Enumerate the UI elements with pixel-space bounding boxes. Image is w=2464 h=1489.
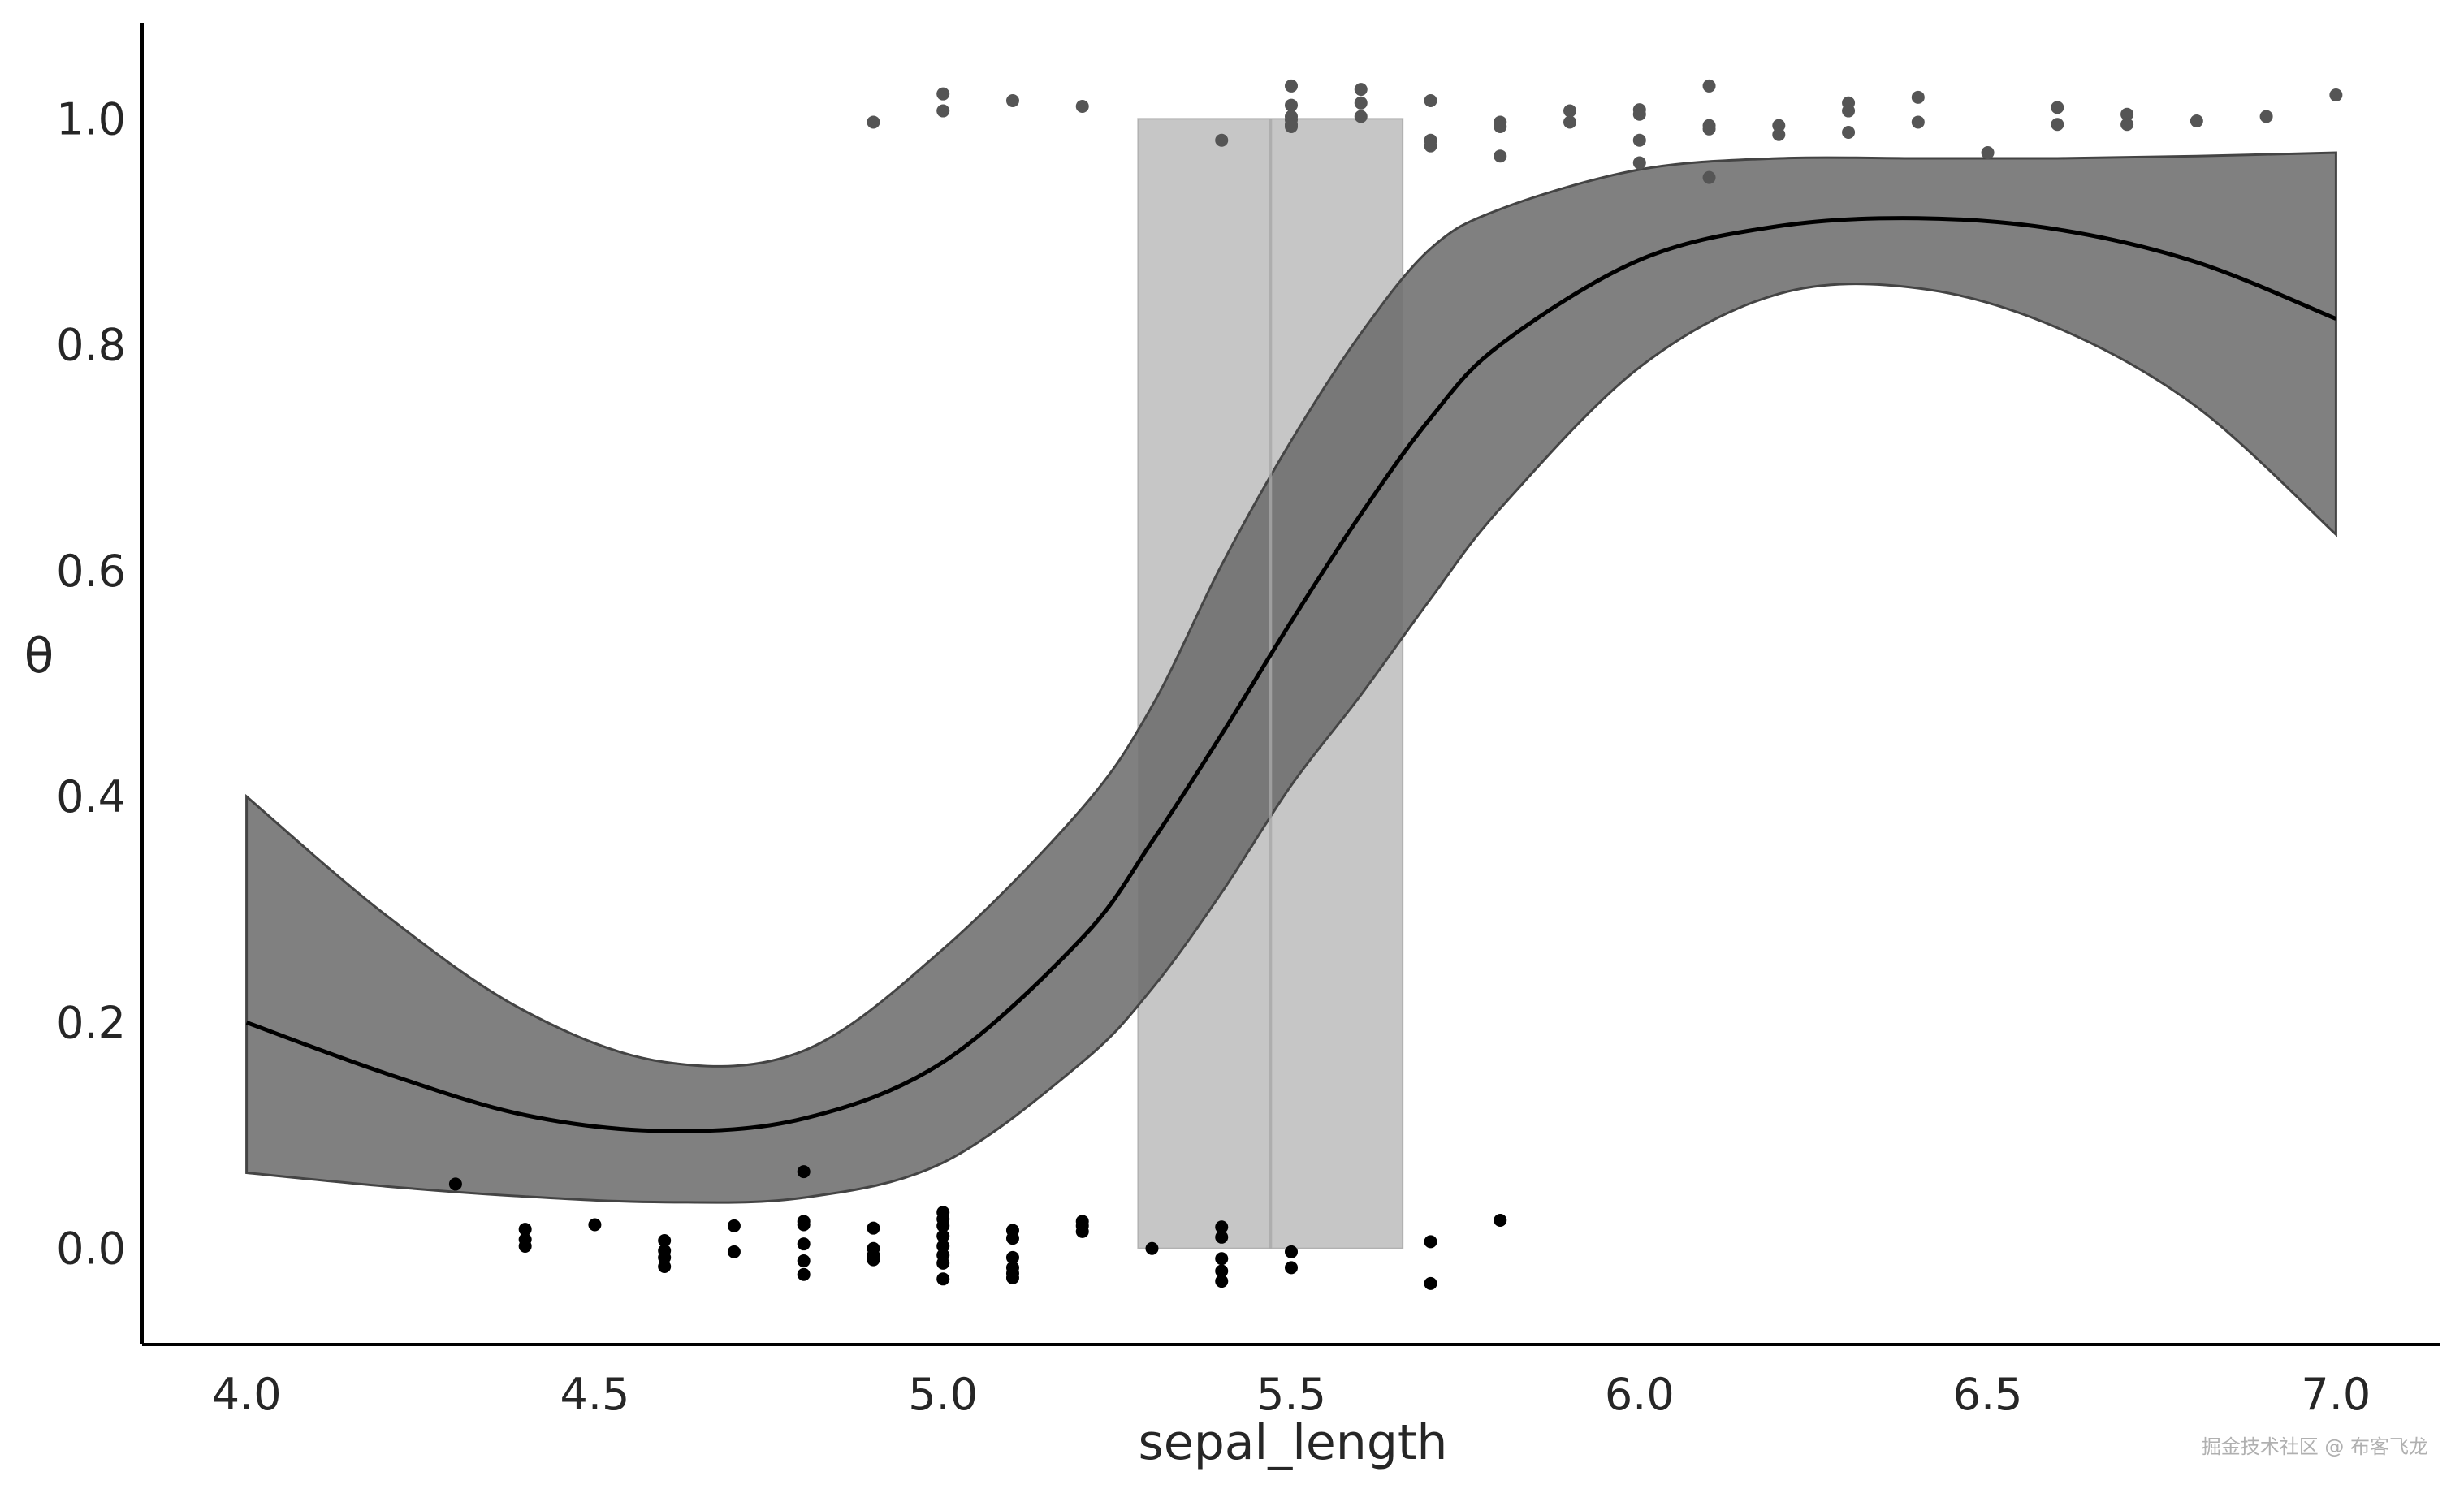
data-point-class1 — [1494, 120, 1507, 134]
data-point-class1 — [1842, 125, 1856, 139]
data-point-class1 — [2120, 107, 2134, 121]
data-point-class0 — [1005, 1232, 1019, 1245]
data-point-class1 — [936, 104, 950, 118]
data-point-class1 — [1563, 115, 1577, 129]
data-point-class1 — [1354, 110, 1368, 123]
hdi-band-layer — [245, 119, 2337, 1249]
data-point-class0 — [1005, 1250, 1019, 1264]
data-point-class0 — [936, 1256, 950, 1270]
data-point-class1 — [1702, 122, 1716, 136]
y-tick-label: 0.2 — [56, 997, 126, 1048]
observations-layer — [448, 79, 2343, 1290]
data-point-class1 — [1354, 96, 1368, 110]
data-point-class1 — [1632, 107, 1646, 121]
data-point-class1 — [1005, 94, 1019, 108]
y-tick-label: 1.0 — [56, 93, 126, 145]
data-point-class0 — [936, 1239, 950, 1253]
data-point-class1 — [2190, 114, 2203, 128]
data-point-class1 — [1075, 99, 1089, 113]
data-point-class1 — [1702, 170, 1716, 184]
data-point-class1 — [936, 87, 950, 101]
data-point-class0 — [658, 1250, 672, 1264]
data-point-class0 — [518, 1239, 532, 1253]
data-point-class0 — [936, 1229, 950, 1243]
data-point-class1 — [1354, 83, 1368, 97]
data-point-class1 — [1702, 79, 1716, 93]
y-axis-label: θ — [24, 628, 54, 684]
data-point-class1 — [867, 115, 880, 129]
data-point-class0 — [1075, 1224, 1089, 1238]
data-point-class0 — [797, 1218, 811, 1232]
data-point-class1 — [1911, 90, 1925, 104]
data-point-class0 — [588, 1218, 602, 1232]
data-point-class0 — [1215, 1220, 1229, 1234]
mean-probability-curve — [245, 216, 2337, 1133]
data-point-class0 — [658, 1233, 672, 1247]
data-point-class1 — [1632, 133, 1646, 147]
data-point-class0 — [1215, 1230, 1229, 1244]
tick-labels: 4.0 4.5 5.0 5.5 6.0 6.5 7.0 0.0 0.2 0.4 0.6 0.8 1.0 — [56, 93, 2371, 1420]
x-tick-label: 4.5 — [560, 1369, 629, 1420]
y-tick-label: 0.4 — [56, 771, 126, 822]
data-point-class0 — [727, 1219, 741, 1232]
data-point-class0 — [1424, 1276, 1437, 1290]
hdi-band — [245, 151, 2337, 1204]
data-point-class1 — [1772, 127, 1786, 141]
data-point-class0 — [936, 1272, 950, 1286]
data-point-class0 — [797, 1237, 811, 1251]
data-point-class0 — [867, 1221, 880, 1235]
data-point-class1 — [1424, 139, 1437, 153]
x-tick-label: 5.0 — [908, 1369, 978, 1420]
y-tick-label: 0.6 — [56, 546, 126, 597]
data-point-class1 — [1285, 98, 1298, 112]
data-point-class0 — [448, 1177, 462, 1191]
data-point-class0 — [1424, 1235, 1437, 1249]
data-point-class0 — [1215, 1275, 1229, 1288]
data-point-class0 — [1215, 1252, 1229, 1266]
data-point-class0 — [1005, 1271, 1019, 1284]
data-point-class1 — [1215, 133, 1229, 147]
data-point-class1 — [2051, 118, 2064, 132]
y-tick-label: 0.8 — [56, 320, 126, 371]
y-tick-label: 0.0 — [56, 1224, 126, 1275]
data-point-class0 — [1285, 1245, 1298, 1258]
watermark-text: 掘金技术社区 @ 布客飞龙 — [2202, 1435, 2428, 1458]
data-point-class1 — [2120, 118, 2134, 132]
x-tick-label: 5.5 — [1256, 1369, 1326, 1420]
x-tick-label: 4.0 — [212, 1369, 282, 1420]
data-point-class1 — [1285, 120, 1298, 134]
x-axis-label: sepal_length — [1139, 1414, 1448, 1471]
data-point-class1 — [1563, 104, 1577, 118]
data-point-class0 — [1285, 1261, 1298, 1275]
data-point-class1 — [1911, 115, 1925, 129]
data-point-class1 — [1424, 94, 1437, 108]
data-point-class0 — [797, 1267, 811, 1281]
x-tick-label: 7.0 — [2301, 1369, 2371, 1420]
data-point-class0 — [1145, 1241, 1159, 1255]
data-point-class0 — [727, 1245, 741, 1258]
data-point-class0 — [518, 1223, 532, 1237]
data-point-class0 — [1494, 1213, 1507, 1227]
data-point-class1 — [2329, 88, 2343, 102]
data-point-class1 — [1842, 104, 1856, 118]
mean-curve-layer — [245, 216, 2337, 1133]
data-point-class1 — [1285, 79, 1298, 93]
data-point-class0 — [1215, 1264, 1229, 1278]
data-point-class1 — [1981, 146, 1995, 160]
axes — [140, 23, 2440, 1346]
data-point-class0 — [658, 1259, 672, 1273]
data-point-class1 — [1632, 156, 1646, 170]
data-point-class0 — [936, 1219, 950, 1232]
data-point-class1 — [1772, 119, 1786, 132]
x-tick-label: 6.0 — [1605, 1369, 1675, 1420]
data-point-class1 — [2051, 101, 2064, 114]
data-point-class1 — [2259, 110, 2273, 123]
x-tick-label: 6.5 — [1953, 1369, 2023, 1420]
data-point-class0 — [797, 1165, 811, 1179]
data-point-class0 — [867, 1253, 880, 1267]
data-point-class1 — [1494, 149, 1507, 163]
data-point-class0 — [797, 1254, 811, 1268]
